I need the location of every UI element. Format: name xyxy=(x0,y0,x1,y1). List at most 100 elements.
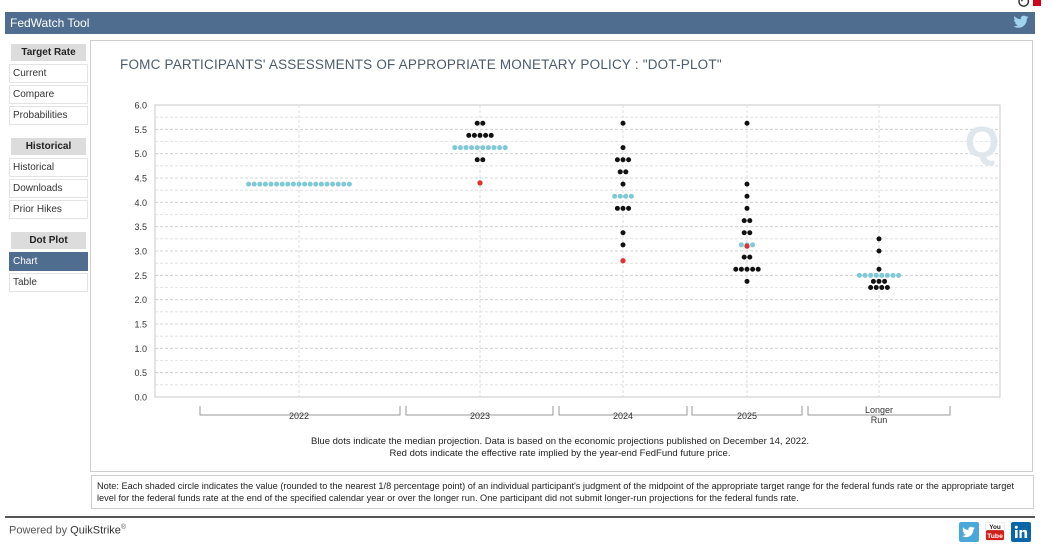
participant-dot xyxy=(471,132,477,138)
participant-dot xyxy=(747,218,753,224)
median-dot xyxy=(497,145,503,151)
participant-dot xyxy=(620,181,626,187)
participant-dot xyxy=(488,132,494,138)
chart-caption-line1: Blue dots indicate the median projection… xyxy=(310,436,809,447)
sidebar-item-current[interactable]: Current xyxy=(9,64,88,83)
median-dot xyxy=(330,181,336,187)
participant-dot xyxy=(466,132,472,138)
y-tick-label: 3.5 xyxy=(134,222,147,232)
category-bracket xyxy=(807,406,951,416)
participant-dot xyxy=(626,205,632,211)
sidebar-heading-target-rate: Target Rate xyxy=(11,44,86,61)
participant-dot xyxy=(884,285,890,290)
participant-dot xyxy=(868,285,874,290)
linkedin-icon[interactable] xyxy=(1011,522,1031,542)
participant-dot xyxy=(620,242,626,248)
footnote: Note: Each shaded circle indicates the v… xyxy=(91,475,1034,509)
participant-dot xyxy=(747,230,753,236)
median-dot xyxy=(862,272,868,278)
participant-dot xyxy=(755,266,761,272)
footer-divider xyxy=(5,516,1035,518)
median-dot xyxy=(873,272,879,278)
sidebar-item-compare[interactable]: Compare xyxy=(9,85,88,104)
refresh-icon[interactable]: ↻ xyxy=(1015,0,1031,12)
x-tick-label: Longer xyxy=(865,405,893,415)
participant-dot xyxy=(474,120,480,126)
svg-text:You: You xyxy=(989,524,1001,531)
y-tick-label: 5.0 xyxy=(134,149,147,159)
participant-dot xyxy=(744,181,750,187)
median-dot xyxy=(485,145,491,151)
participant-dot xyxy=(477,132,483,138)
brand-name[interactable]: QuikStrike xyxy=(70,524,121,537)
sidebar-heading-historical: Historical xyxy=(11,138,86,155)
powered-by: Powered by QuikStrike® xyxy=(9,524,126,537)
x-tick-label: 2024 xyxy=(613,411,633,421)
sidebar-item-downloads[interactable]: Downloads xyxy=(9,179,88,198)
participant-dot xyxy=(620,120,626,126)
y-tick-label: 4.5 xyxy=(134,174,147,184)
sidebar: Target Rate Current Compare Probabilitie… xyxy=(9,44,88,294)
sidebar-item-chart[interactable]: Chart xyxy=(9,252,88,271)
participant-dot xyxy=(741,218,747,224)
median-dot xyxy=(290,181,296,187)
x-tick-label: 2025 xyxy=(737,411,757,421)
participant-dot xyxy=(733,266,739,272)
participant-dot xyxy=(876,266,882,272)
participant-dot xyxy=(617,169,623,175)
median-dot xyxy=(268,181,274,187)
participant-dot xyxy=(744,278,750,284)
participant-dot xyxy=(876,236,882,242)
participant-dot xyxy=(747,254,753,260)
median-dot xyxy=(296,181,302,187)
participant-dot xyxy=(741,254,747,260)
median-dot xyxy=(246,181,252,187)
chart-title: FOMC PARTICIPANTS' ASSESSMENTS OF APPROP… xyxy=(120,57,722,72)
participant-dot xyxy=(879,285,885,290)
twitter-icon[interactable] xyxy=(1013,15,1029,29)
median-dot xyxy=(463,145,469,151)
participant-dot xyxy=(741,230,747,236)
chart-caption-line2: Red dots indicate the effective rate imp… xyxy=(389,448,731,459)
median-dot xyxy=(623,193,629,199)
participant-dot xyxy=(620,230,626,236)
effective-rate-dot xyxy=(620,258,626,264)
dot-plot-chart: 0.0 0.5 1.0 1.5 2.0 2.5 3.0 3.5 4.0 4.5 5.0 5.5 6.0 2… xyxy=(134,101,1001,425)
category-bracket xyxy=(691,406,803,416)
sidebar-item-historical[interactable]: Historical xyxy=(9,158,88,177)
median-dot xyxy=(257,181,263,187)
y-tick-label: 5.5 xyxy=(134,125,147,135)
median-dot xyxy=(491,145,497,151)
participant-dot xyxy=(876,248,882,254)
participant-dot xyxy=(870,278,876,284)
y-tick-label: 1.0 xyxy=(134,344,147,354)
median-dot xyxy=(341,181,347,187)
category-bracket xyxy=(558,406,688,416)
sidebar-item-prior-hikes[interactable]: Prior Hikes xyxy=(9,200,88,219)
participant-dot xyxy=(750,266,756,272)
participant-dot xyxy=(882,278,888,284)
close-icon[interactable] xyxy=(1033,0,1041,6)
median-dot xyxy=(612,193,618,199)
median-dot xyxy=(879,272,885,278)
app-title: FedWatch Tool xyxy=(10,16,90,30)
y-tick-label: 0.0 xyxy=(134,393,147,403)
participant-dot xyxy=(474,157,480,163)
participant-dot xyxy=(620,145,626,151)
sidebar-item-table[interactable]: Table xyxy=(9,273,88,292)
median-dot xyxy=(324,181,330,187)
median-dot xyxy=(738,242,744,248)
participant-dot xyxy=(614,205,620,211)
participant-dot xyxy=(620,157,626,163)
median-dot xyxy=(285,181,291,187)
y-tick-label: 1.5 xyxy=(134,320,147,330)
brand-mark: ® xyxy=(120,524,127,531)
twitter-icon[interactable] xyxy=(959,522,979,542)
youtube-icon[interactable]: You Tube xyxy=(985,522,1005,542)
participant-dot xyxy=(873,285,879,290)
sidebar-item-probabilities[interactable]: Probabilities xyxy=(9,106,88,125)
participant-dot xyxy=(480,157,486,163)
median-dot xyxy=(474,145,480,151)
participant-dot xyxy=(738,266,744,272)
median-dot xyxy=(318,181,324,187)
